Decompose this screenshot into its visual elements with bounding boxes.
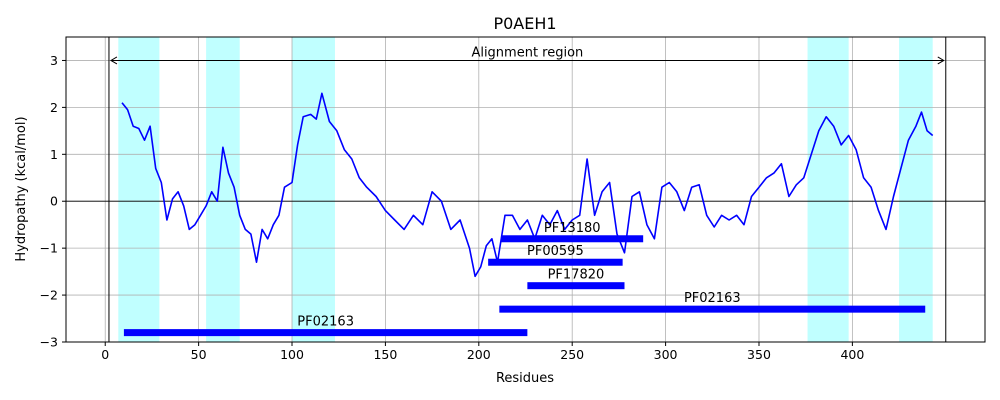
- hydropathy-line: [121, 92, 934, 278]
- x-tick-label: 0: [101, 347, 109, 362]
- x-tick-label: 50: [191, 347, 207, 362]
- alignment-arrowhead-right: [937, 56, 945, 65]
- y-tick-label: 0: [50, 194, 58, 209]
- tm-region-band: [807, 37, 849, 342]
- x-tick-label: 200: [467, 347, 491, 362]
- x-axis-title: Residues: [496, 371, 554, 386]
- y-tick-label: 3: [50, 53, 58, 68]
- x-tick-label: 300: [654, 347, 678, 362]
- domain-bar: [501, 235, 644, 243]
- y-axis-title: Hydropathy (kcal/mol): [14, 116, 29, 261]
- tm-region-band: [118, 37, 160, 342]
- x-tick-label: 100: [280, 347, 304, 362]
- plot-frame: [65, 36, 986, 343]
- domain-label: PF02163: [297, 315, 354, 330]
- alignment-arrowhead-left: [109, 56, 118, 65]
- domain-bar: [499, 305, 926, 313]
- domain-bar: [123, 329, 528, 337]
- domain-label: PF02163: [684, 291, 741, 306]
- x-tick-label: 400: [840, 347, 864, 362]
- domain-label: PF17820: [548, 268, 605, 283]
- domain-label: PF13180: [544, 221, 601, 236]
- y-tick-label: −3: [40, 335, 58, 350]
- y-tick-label: −2: [40, 288, 58, 303]
- domain-bar: [527, 282, 625, 290]
- domain-label: PF00595: [527, 244, 584, 259]
- y-tick-label: 1: [50, 147, 58, 162]
- x-tick-label: 150: [373, 347, 397, 362]
- y-tick-label: 2: [50, 100, 58, 115]
- chart-title: P0AEH1: [493, 14, 556, 33]
- x-tick-label: 250: [560, 347, 584, 362]
- x-tick-label: 350: [747, 347, 771, 362]
- tm-region-band: [899, 37, 933, 342]
- domain-bar: [488, 258, 623, 266]
- y-tick-label: −1: [40, 241, 58, 256]
- tm-region-band: [292, 37, 335, 342]
- alignment-region-label: Alignment region: [471, 45, 583, 60]
